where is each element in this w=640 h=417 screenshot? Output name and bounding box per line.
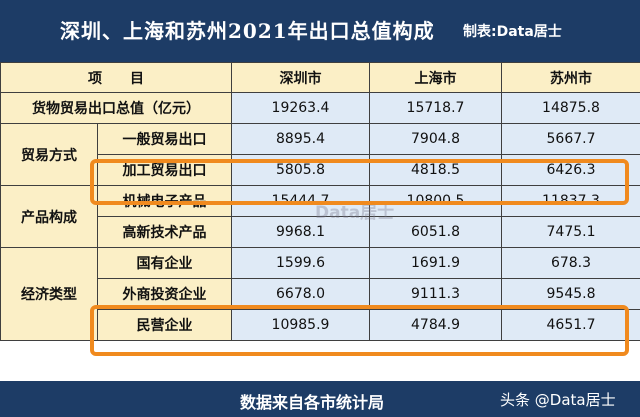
- row-label: 民营企业: [97, 309, 232, 341]
- highlight-box-processing-trade: [90, 159, 629, 205]
- column-header-shenzhen: 深圳市: [231, 62, 370, 93]
- cell-value: 15718.7: [369, 92, 502, 124]
- cell-value: 6051.8: [369, 216, 502, 248]
- watermark-text: Data居士: [315, 203, 395, 223]
- cell-value: 10985.9: [231, 309, 370, 341]
- table-row: 贸易方式 一般贸易出口 8895.4 7904.8 5667.7: [0, 123, 640, 186]
- cell-value: 9545.8: [501, 278, 640, 310]
- cell-value: 4784.9: [369, 309, 502, 341]
- title-bar: 深圳、上海和苏州2021年出口总值构成 制表:Data居士: [0, 0, 640, 62]
- credit-label: 制表:Data居士: [463, 24, 562, 40]
- cell-value: 6678.0: [231, 278, 370, 310]
- row-label: 一般贸易出口: [97, 123, 232, 155]
- cell-value: 678.3: [501, 247, 640, 279]
- cell-value: 1599.6: [231, 247, 370, 279]
- page-title: 深圳、上海和苏州2021年出口总值构成: [60, 19, 435, 43]
- table-row: 货物贸易出口总值（亿元） 19263.4 15718.7 14875.8: [0, 92, 640, 124]
- table-row: 高新技术产品 9968.1 6051.8 7475.1: [1, 216, 640, 248]
- cell-value: 19263.4: [231, 92, 370, 124]
- cell-value: 5667.7: [501, 123, 640, 155]
- group-label: 贸易方式: [0, 123, 98, 186]
- table-row: 经济类型 国有企业 1599.6 1691.9 678.3: [0, 247, 640, 341]
- row-label: 货物贸易出口总值（亿元）: [0, 92, 232, 124]
- table-row: 民营企业 10985.9 4784.9 4651.7: [1, 309, 640, 341]
- source-note: 数据来自各市统计局: [240, 393, 385, 412]
- cell-value: 9968.1: [231, 216, 370, 248]
- group-label: 产品构成: [0, 185, 98, 248]
- cell-value: 14875.8: [501, 92, 640, 124]
- cell-value: 1691.9: [369, 247, 502, 279]
- group-label: 经济类型: [0, 247, 98, 341]
- column-header-item: 项 目: [0, 62, 232, 93]
- cell-value: 9111.3: [369, 278, 502, 310]
- cell-value: 8895.4: [231, 123, 370, 155]
- header-row: 项 目 深圳市 上海市 苏州市: [0, 62, 640, 93]
- cell-value: 7475.1: [501, 216, 640, 248]
- cell-value: 4651.7: [501, 309, 640, 341]
- highlight-box-foreign-invested: [90, 305, 629, 356]
- platform-watermark: 头条 @Data居士: [500, 391, 616, 409]
- row-label: 外商投资企业: [97, 278, 232, 310]
- row-label: 国有企业: [97, 247, 232, 279]
- row-label: 高新技术产品: [97, 216, 232, 248]
- cell-value: 7904.8: [369, 123, 502, 155]
- column-header-shanghai: 上海市: [369, 62, 502, 93]
- column-header-suzhou: 苏州市: [501, 62, 640, 93]
- footer-bar: 数据来自各市统计局 头条 @Data居士: [0, 381, 640, 417]
- table-row: 外商投资企业 6678.0 9111.3 9545.8: [1, 278, 640, 310]
